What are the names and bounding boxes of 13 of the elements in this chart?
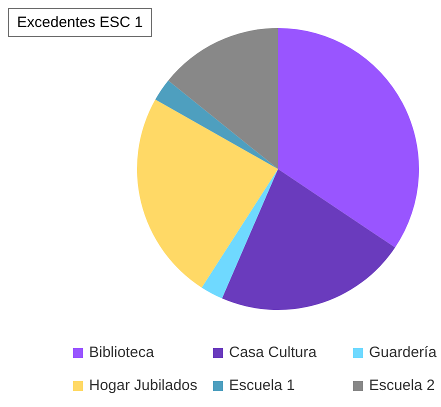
legend-label: Biblioteca (89, 344, 154, 361)
legend-label: Casa Cultura (229, 344, 317, 361)
pie-slice (137, 100, 278, 288)
pie-slice (222, 169, 396, 310)
legend-label: Guardería (369, 344, 437, 361)
pie-slice (168, 28, 278, 169)
pie-slice (278, 28, 419, 248)
pie-slice (155, 80, 278, 169)
chart-title: Excedentes ESC 1 (8, 8, 152, 37)
pie-slice (202, 169, 278, 298)
legend-label: Hogar Jubilados (89, 377, 198, 394)
legend-label: Escuela 2 (369, 377, 435, 394)
legend-label: Escuela 1 (229, 377, 295, 394)
